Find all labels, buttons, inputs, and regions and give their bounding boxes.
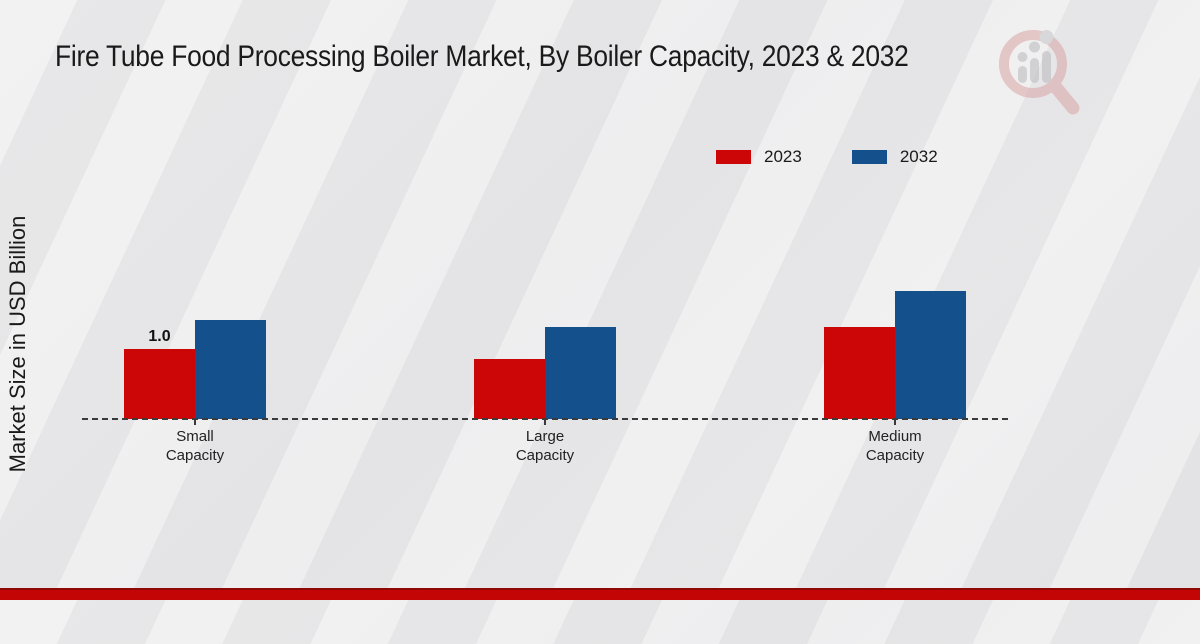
legend-label-2032: 2032 [899, 147, 938, 166]
legend-item-2023: 2023 [716, 147, 802, 167]
x-axis-tick-large-capacity [544, 420, 546, 425]
bar-2023-medium-capacity [824, 327, 895, 419]
x-axis-baseline [82, 418, 1008, 420]
bar-value-label-2023-small-capacity: 1.0 [148, 328, 171, 345]
chart-page: Fire Tube Food Processing Boiler Market,… [0, 30, 1200, 600]
bar-2023-large-capacity [474, 358, 545, 419]
footer-accent-band [0, 588, 1200, 600]
plot-area: Small Capacity Large Capacity Medium Capac… [124, 290, 966, 464]
category-label-medium-capacity: Medium Capacity [865, 428, 925, 464]
x-axis-tick-medium-capacity [894, 420, 896, 425]
bar-2032-medium-capacity [895, 290, 966, 419]
magnifier-bar-chart-logo-icon [999, 30, 1080, 115]
legend-swatch-2032 [851, 150, 887, 164]
x-axis-tick-small-capacity [194, 420, 196, 425]
bar-2032-large-capacity [545, 327, 616, 419]
bar-2023-small-capacity [124, 349, 195, 419]
chart-title: Fire Tube Food Processing Boiler Market,… [55, 40, 909, 73]
bar-2032-small-capacity [195, 320, 266, 419]
category-label-large-capacity: Large Capacity [515, 428, 575, 464]
category-label-small-capacity: Small Capacity [165, 428, 225, 464]
chart-legend: 2023 2032 [716, 147, 938, 167]
legend-label-2023: 2023 [764, 147, 802, 166]
legend-item-2032: 2032 [851, 147, 938, 167]
legend-swatch-2023 [716, 150, 751, 164]
